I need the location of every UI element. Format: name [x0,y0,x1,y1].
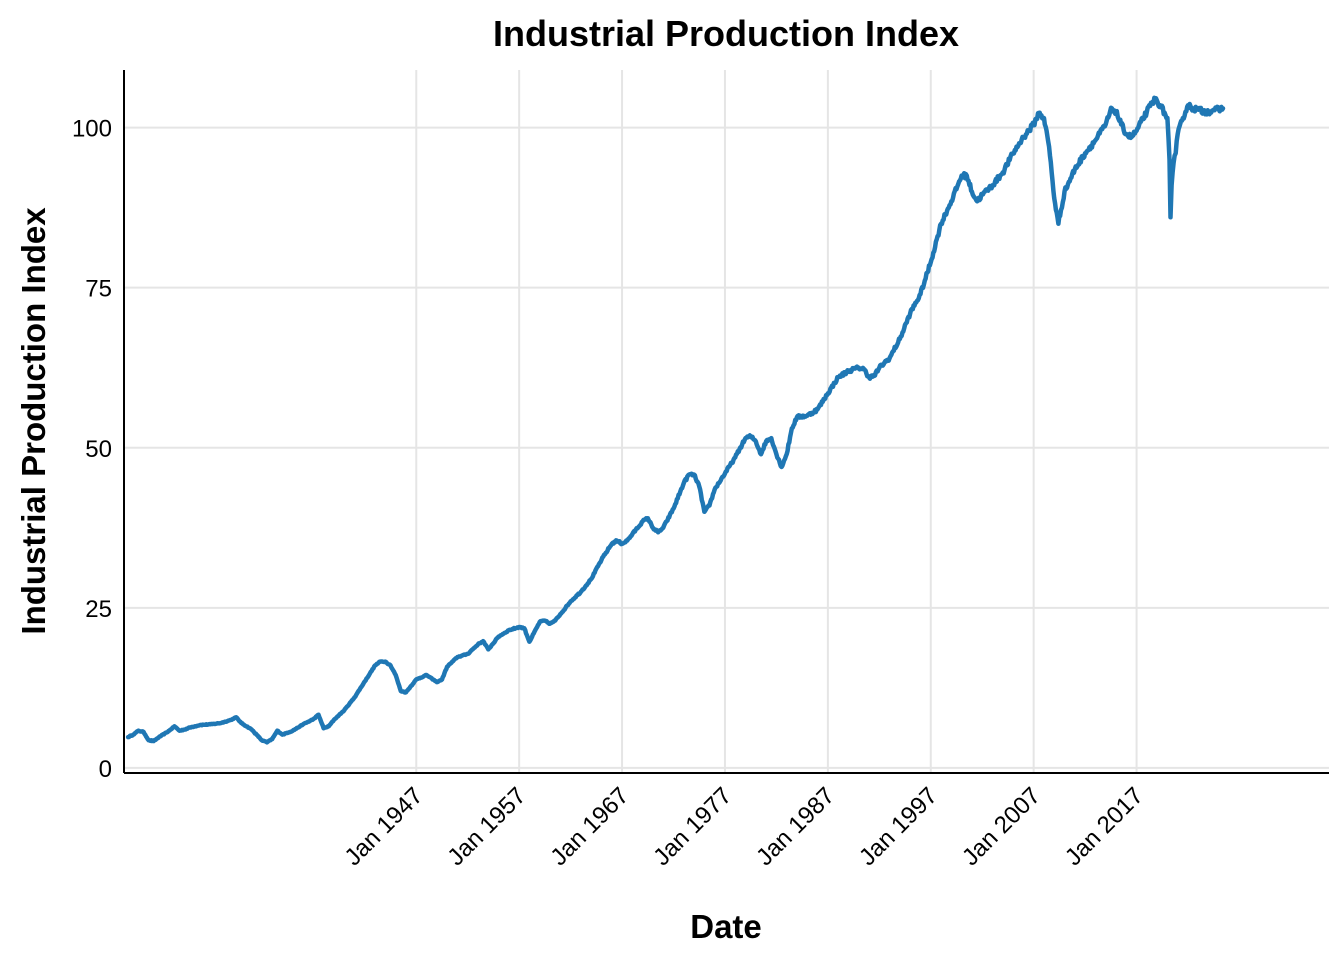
y-tick-label: 75 [85,276,112,303]
axes [123,70,1329,774]
series-line-industrial-production [125,95,1226,745]
y-tick-label: 0 [99,756,112,783]
x-axis-label: Date [690,908,762,945]
y-axis-label: Industrial Production Index [15,207,52,635]
grid-lines [124,70,1329,773]
y-tick-label: 100 [72,116,112,143]
series-lines [125,95,1226,745]
y-tick-label: 25 [85,596,112,623]
chart-title: Industrial Production Index [493,13,959,54]
y-tick-label: 50 [85,436,112,463]
